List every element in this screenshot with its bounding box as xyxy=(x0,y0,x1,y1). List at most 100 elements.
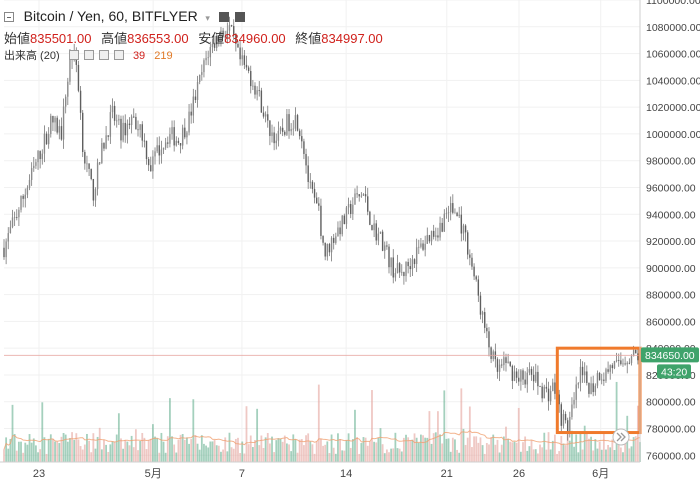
candle-body xyxy=(607,369,609,372)
candle-body xyxy=(43,133,46,154)
candle-body xyxy=(298,130,301,137)
volume-bar xyxy=(49,434,52,462)
volume-bar xyxy=(37,452,39,462)
candle-body xyxy=(315,197,318,204)
candle-body xyxy=(588,382,590,394)
volume-bar xyxy=(468,406,471,462)
gear-icon[interactable] xyxy=(235,12,246,22)
candle-body xyxy=(509,361,511,366)
collapse-icon[interactable] xyxy=(4,12,14,22)
candle-body xyxy=(407,261,409,267)
volume-bar xyxy=(326,441,329,462)
volume-bar xyxy=(137,450,139,462)
volume-bar xyxy=(385,449,388,462)
candle-body xyxy=(460,214,463,234)
candle-body xyxy=(501,364,503,366)
candle-body xyxy=(139,124,141,130)
candle-body xyxy=(528,368,531,373)
volume-bar xyxy=(405,434,407,462)
candle-body xyxy=(594,385,597,393)
volume-bar xyxy=(256,408,259,462)
time-axis[interactable]: 23 5月 7 14 21 26 6月 xyxy=(33,468,609,480)
candle-body xyxy=(37,151,39,163)
candle-body xyxy=(335,236,337,243)
volume-bar xyxy=(392,448,395,462)
symbol-title[interactable]: Bitcoin / Yen, 60, BITFLYER xyxy=(23,8,198,24)
candle-body xyxy=(105,135,107,149)
volume-bar xyxy=(411,439,414,462)
candle-body xyxy=(630,356,633,363)
volume-bar xyxy=(296,452,299,462)
settings-icon[interactable] xyxy=(219,12,230,22)
volume-bar xyxy=(215,445,218,462)
volume-bar xyxy=(154,436,156,462)
volume-bar xyxy=(258,445,261,462)
volume-bar xyxy=(368,441,371,462)
volume-bar xyxy=(526,450,529,462)
volume-bar xyxy=(88,440,90,462)
candle-body xyxy=(33,165,35,169)
chevron-down-icon[interactable]: ▾ xyxy=(205,13,210,23)
volume-bar xyxy=(375,442,378,462)
volume-bar xyxy=(462,428,465,462)
volume-bar xyxy=(54,441,56,462)
volume-bar xyxy=(343,450,346,462)
volume-bar xyxy=(409,440,412,462)
candle-body xyxy=(364,194,367,197)
candle-body xyxy=(82,112,84,152)
volume-bar xyxy=(230,447,233,462)
price-tick-label: 980000.00 xyxy=(646,156,696,168)
volume-bar xyxy=(13,434,16,462)
volume-bar xyxy=(490,437,493,462)
candle-body xyxy=(309,181,312,183)
candle-body xyxy=(545,386,548,389)
candle-body xyxy=(128,123,131,126)
candle-body xyxy=(381,231,384,251)
candle-body xyxy=(479,295,482,315)
volume-bar xyxy=(300,439,303,462)
close-icon[interactable] xyxy=(113,50,124,60)
volume-bar xyxy=(347,433,350,462)
price-tag-box xyxy=(641,347,699,363)
volume-bar xyxy=(158,452,161,462)
candle-body xyxy=(566,420,569,432)
volume-bar xyxy=(588,438,590,462)
candle-body xyxy=(254,85,256,95)
volume-bar xyxy=(234,438,237,462)
plus-icon[interactable] xyxy=(98,50,109,60)
volume-bar xyxy=(149,438,152,462)
volume-bar xyxy=(196,443,199,462)
price-tick-label: 1000000.00 xyxy=(646,129,700,141)
price-tick-label: 1020000.00 xyxy=(646,102,700,114)
candle-body xyxy=(347,204,350,208)
volume-bar xyxy=(43,437,46,462)
volume-bar xyxy=(83,444,86,462)
candle-body xyxy=(373,223,375,231)
volume-bar xyxy=(488,444,490,462)
candle-body xyxy=(411,259,414,270)
volume-bar xyxy=(532,449,535,462)
volume-bar xyxy=(496,439,499,462)
candle-body xyxy=(620,360,622,365)
candle-body xyxy=(424,243,426,250)
eye-icon[interactable] xyxy=(68,50,79,60)
volume-bar xyxy=(507,438,510,462)
volume-bar xyxy=(103,439,105,462)
scroll-to-realtime-button[interactable] xyxy=(612,428,630,446)
candle-body xyxy=(579,366,582,384)
volume-bar xyxy=(288,444,290,462)
candle-body xyxy=(11,217,14,228)
volume-bar xyxy=(143,437,146,462)
candle-body xyxy=(143,140,146,142)
volume-bar xyxy=(481,445,484,462)
candle-body xyxy=(147,159,150,166)
candle-body xyxy=(303,141,305,154)
volume-bar xyxy=(477,442,480,462)
gear-icon[interactable] xyxy=(83,50,94,60)
volume-bar xyxy=(619,447,622,462)
volume-bar xyxy=(41,402,44,462)
candle-body xyxy=(554,382,556,394)
candle-body xyxy=(26,187,29,195)
volume-bar xyxy=(254,440,256,462)
